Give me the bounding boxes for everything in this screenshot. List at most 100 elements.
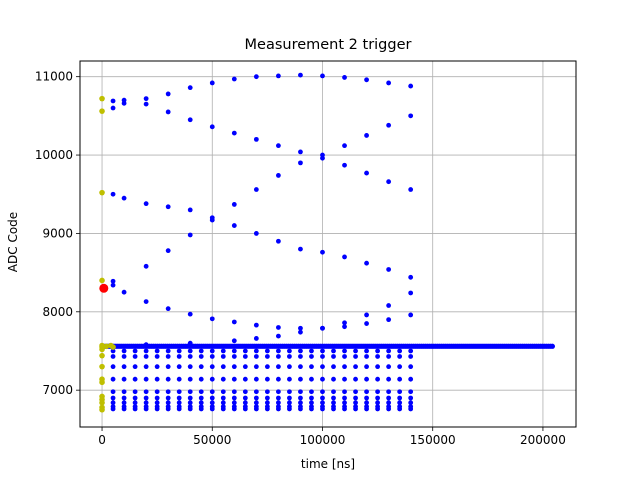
trace-point [110,98,116,104]
band-point [209,354,215,359]
band-point [231,354,237,359]
band-point [320,395,325,401]
band-point [121,364,127,370]
band-point [187,348,193,354]
band-point [364,400,369,406]
trace-point [320,249,325,255]
band-point [176,395,182,401]
band-point [110,406,116,412]
trace-point [253,322,259,328]
trace-point [209,215,215,221]
band-point [386,395,392,401]
initial-point [99,399,105,406]
band-point [342,376,347,382]
band-point [276,354,281,359]
trace-point [386,303,392,308]
band-point [143,348,149,354]
band-point [386,389,392,395]
band-point [209,400,215,406]
band-point [264,400,270,406]
band-point [242,354,248,359]
trace-point [408,113,414,119]
band-point [121,389,127,395]
trace-point [276,173,281,178]
band-point [264,354,270,359]
trace-point [276,73,281,79]
x-tick-label: 200000 [520,433,566,447]
band-point [397,400,403,406]
trace-point [121,195,127,201]
band-point [209,364,215,370]
band-point [121,395,127,401]
band-point [276,389,281,395]
band-point [187,376,193,382]
band-point [198,376,204,382]
band-point [253,354,259,359]
band-point [143,389,149,395]
band-point [253,389,259,395]
trace-point [276,143,281,149]
band-point [198,389,204,395]
band-point [364,395,369,401]
band-point [364,354,369,359]
y-tick-label: 9000 [42,226,73,240]
band-point [154,400,160,406]
band-point [408,376,414,382]
trace-point [110,278,116,284]
band-point [121,376,127,382]
band-point [331,364,336,370]
band-point [331,389,336,395]
band-point [198,395,204,401]
trace-point [298,325,303,331]
band-point [397,348,403,354]
band-point [298,348,303,354]
band-point [231,389,237,395]
band-point [386,348,392,354]
band-point [231,395,237,401]
band-point [276,376,281,382]
trace-point [143,263,149,269]
band-point [331,348,336,354]
band-point [298,389,303,395]
trace-point [364,321,369,326]
band-point [231,376,237,382]
band-point [154,389,160,395]
initial-point [99,277,105,284]
band-point [331,395,336,401]
trace-point [187,117,193,123]
band-point [176,348,182,354]
band-point [143,376,149,382]
band-point [386,406,392,412]
band-point [276,348,281,354]
band-point [132,389,138,395]
trace-point [276,238,281,244]
band-point [342,364,347,370]
band-point [397,354,403,359]
x-tick-label: 50000 [193,433,231,447]
band-point [242,400,248,406]
band-point [176,364,182,370]
trace-point [231,202,237,207]
trace-point [408,83,414,89]
band-point [309,395,314,401]
band-point [198,354,204,359]
band-point [397,395,403,401]
trace-point [165,204,171,210]
band-point [220,395,226,401]
trace-point [187,311,193,317]
band-point [253,376,259,382]
band-point [209,389,215,395]
baseline-point [549,343,556,349]
band-point [209,348,215,354]
band-point [353,389,358,395]
band-point [320,376,325,382]
band-point [298,406,303,412]
band-point [353,395,358,401]
band-point [353,376,358,382]
band-point [187,354,193,359]
trace-point [386,267,392,272]
band-point [320,406,325,412]
band-point [386,364,392,370]
band-point [298,376,303,382]
